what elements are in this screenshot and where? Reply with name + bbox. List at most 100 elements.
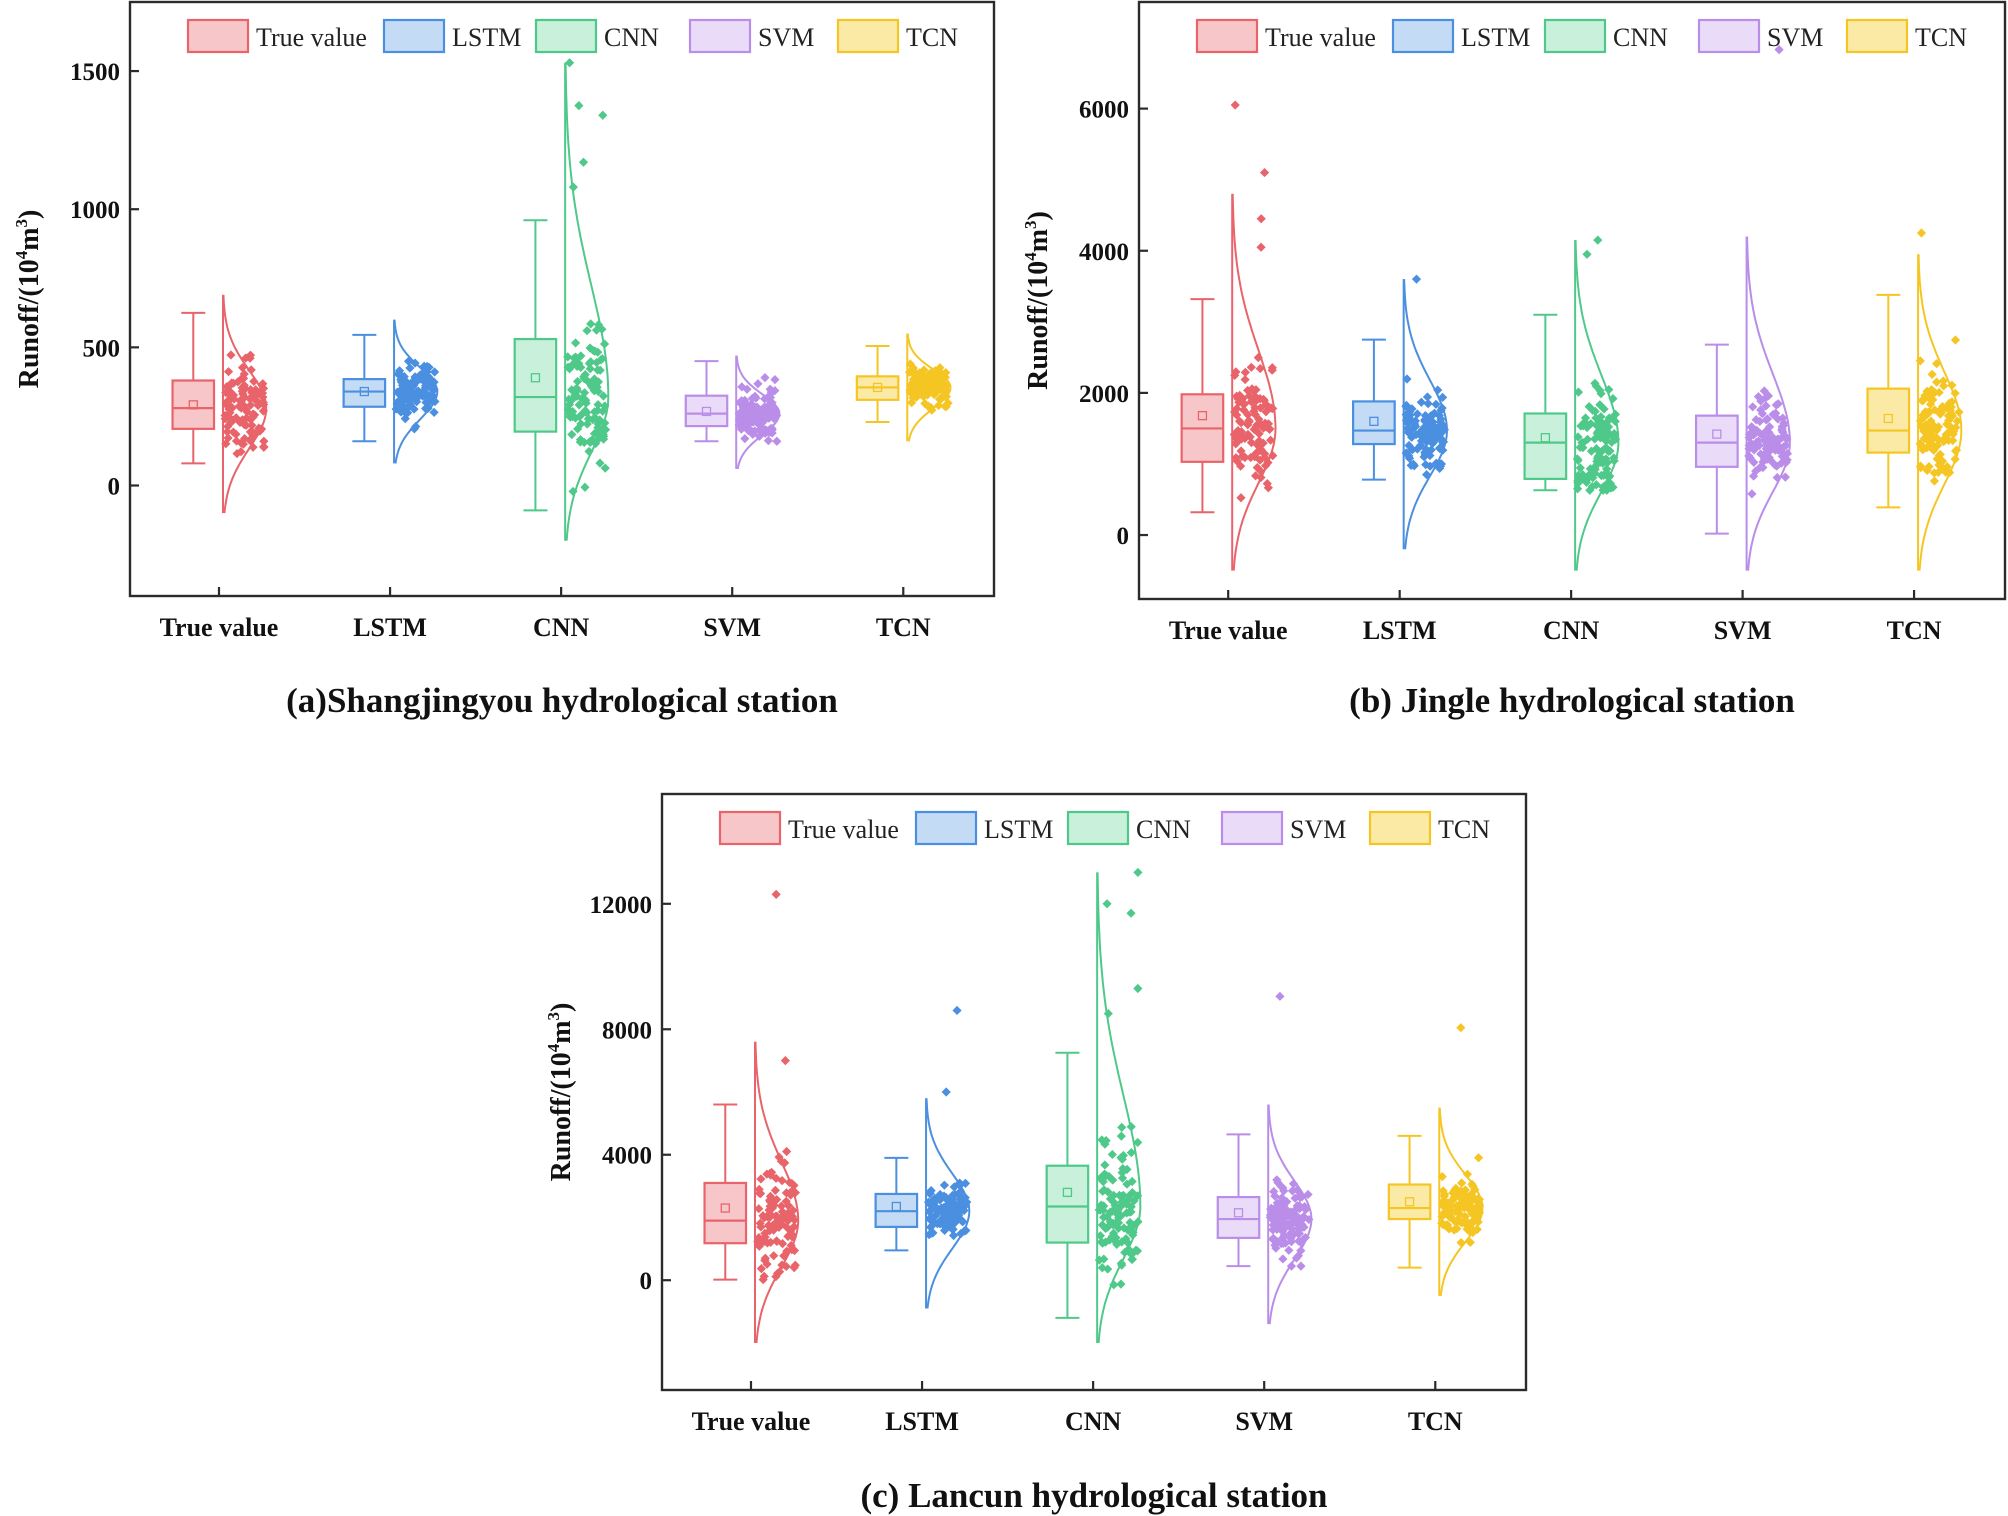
data-point	[1133, 1137, 1143, 1148]
data-point	[1097, 1135, 1107, 1145]
x-tick-label: TCN	[876, 613, 931, 642]
data-point	[781, 1261, 791, 1272]
data-point	[1933, 422, 1944, 432]
data-point	[259, 442, 269, 452]
data-point	[1098, 1177, 1108, 1187]
data-point	[1422, 470, 1432, 480]
data-point	[1121, 1234, 1131, 1244]
data-point	[1454, 1192, 1464, 1202]
data-point	[1104, 1235, 1115, 1245]
data-point	[571, 354, 581, 364]
legend-swatch	[382, 18, 446, 54]
data-point	[409, 424, 419, 434]
data-point	[1256, 214, 1266, 224]
data-point	[1117, 1173, 1128, 1183]
data-point	[1259, 167, 1270, 178]
data-point	[941, 1087, 951, 1097]
data-point	[771, 406, 781, 416]
data-point	[1762, 439, 1772, 449]
data-point	[1236, 427, 1247, 437]
data-point	[1422, 392, 1433, 402]
data-point	[593, 400, 603, 410]
data-point	[429, 407, 439, 417]
data-point	[574, 412, 585, 422]
data-point	[419, 367, 429, 377]
data-point	[241, 420, 251, 430]
data-point	[1098, 1186, 1108, 1196]
data-point	[790, 1260, 800, 1270]
data-point	[233, 377, 243, 387]
data-point	[1465, 1237, 1475, 1247]
data-point	[1925, 399, 1936, 409]
data-point	[241, 413, 252, 423]
data-point	[754, 1188, 765, 1198]
data-point	[568, 486, 578, 497]
data-point	[1756, 449, 1766, 459]
data-point	[754, 1233, 764, 1243]
data-point	[787, 1244, 797, 1255]
data-point	[1774, 45, 1784, 55]
data-point	[249, 410, 260, 420]
data-point	[955, 1180, 965, 1190]
mean-marker	[530, 373, 541, 383]
data-point	[1939, 381, 1949, 391]
data-point	[1943, 416, 1954, 426]
data-point	[1473, 1217, 1483, 1227]
data-point	[1265, 435, 1276, 445]
data-point	[1581, 477, 1592, 487]
data-point	[1416, 397, 1426, 407]
data-point	[1262, 479, 1272, 489]
data-point	[759, 1271, 769, 1281]
data-point	[760, 402, 770, 412]
data-point	[734, 420, 744, 430]
data-point	[766, 397, 776, 407]
legend-swatch	[1066, 810, 1130, 846]
data-point	[736, 396, 747, 406]
data-point	[1232, 391, 1242, 401]
data-point	[1103, 1264, 1113, 1274]
data-point	[1236, 446, 1246, 456]
data-point	[572, 376, 583, 387]
mean-marker	[720, 1203, 730, 1213]
data-point	[1128, 1230, 1138, 1240]
data-point	[1462, 1169, 1473, 1179]
data-point	[1460, 1185, 1470, 1195]
density-curve	[1231, 193, 1277, 571]
legend-swatch	[186, 18, 250, 54]
data-point	[1601, 436, 1611, 446]
data-point	[1929, 445, 1939, 455]
data-point	[1255, 418, 1265, 428]
data-point	[1254, 446, 1264, 456]
data-point	[1455, 1217, 1466, 1227]
data-point	[772, 410, 782, 421]
data-point	[599, 339, 610, 349]
data-point	[410, 372, 420, 382]
data-point	[1941, 467, 1951, 477]
data-point	[762, 1211, 772, 1221]
data-point	[563, 362, 573, 372]
data-point	[928, 1202, 938, 1212]
data-point	[1252, 463, 1262, 473]
data-point	[258, 383, 269, 394]
data-point	[948, 1197, 959, 1207]
data-point	[908, 393, 918, 403]
mean-marker	[1197, 410, 1208, 421]
data-point	[1126, 1122, 1136, 1132]
series-lstm: LSTM	[1352, 274, 1450, 645]
data-point	[934, 383, 944, 393]
data-point	[1119, 1223, 1129, 1233]
data-point	[1605, 446, 1615, 456]
data-point	[570, 338, 581, 348]
data-point	[223, 367, 234, 377]
data-point	[764, 1220, 774, 1230]
data-point	[563, 352, 573, 362]
data-point	[420, 373, 430, 383]
data-point	[741, 417, 752, 427]
y-title-sup: 3	[544, 1012, 563, 1021]
data-point	[422, 380, 432, 390]
data-point	[1256, 242, 1266, 252]
data-point	[1762, 454, 1772, 464]
data-point	[1744, 429, 1755, 439]
data-point	[1263, 483, 1273, 493]
data-point	[582, 419, 592, 429]
